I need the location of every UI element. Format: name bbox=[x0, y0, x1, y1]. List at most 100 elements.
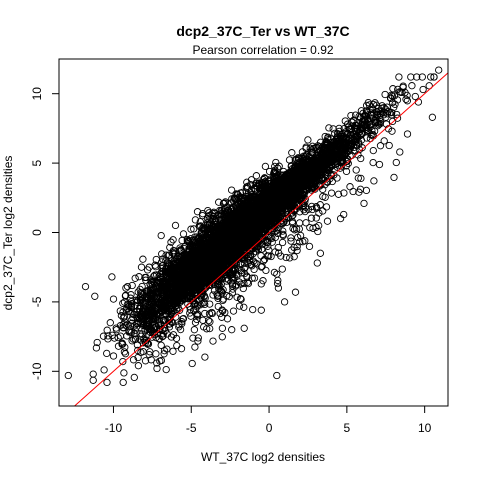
data-point bbox=[216, 309, 224, 318]
data-point bbox=[301, 198, 309, 206]
data-point bbox=[119, 357, 127, 366]
data-point bbox=[104, 332, 112, 340]
data-point bbox=[349, 187, 357, 196]
data-point bbox=[169, 347, 177, 355]
data-point bbox=[407, 73, 415, 81]
data-point bbox=[305, 242, 314, 251]
data-point bbox=[411, 92, 419, 101]
data-point bbox=[427, 73, 435, 81]
data-point bbox=[153, 359, 161, 367]
data-point bbox=[419, 85, 427, 94]
data-point bbox=[143, 266, 152, 274]
data-point bbox=[205, 310, 214, 318]
data-point bbox=[286, 254, 294, 262]
data-point bbox=[369, 158, 377, 167]
data-point bbox=[270, 268, 279, 277]
data-point bbox=[159, 312, 167, 320]
data-point bbox=[209, 337, 217, 345]
data-point bbox=[393, 114, 402, 122]
data-point bbox=[193, 315, 201, 324]
data-point bbox=[403, 97, 412, 105]
data-point bbox=[194, 334, 202, 342]
data-point bbox=[120, 348, 129, 356]
data-point bbox=[191, 216, 200, 224]
data-point bbox=[369, 146, 377, 155]
data-point bbox=[299, 199, 308, 207]
data-point bbox=[362, 101, 371, 110]
data-point bbox=[89, 376, 97, 384]
data-point bbox=[240, 324, 248, 332]
data-point bbox=[335, 162, 343, 170]
data-point bbox=[131, 335, 139, 343]
data-point bbox=[378, 104, 386, 112]
data-point bbox=[279, 230, 287, 239]
data-point bbox=[236, 294, 245, 303]
data-point bbox=[176, 325, 185, 334]
data-point bbox=[392, 158, 400, 167]
data-point bbox=[93, 338, 101, 347]
data-point bbox=[137, 332, 145, 340]
data-point bbox=[147, 356, 155, 364]
data-point bbox=[201, 309, 209, 318]
data-point bbox=[203, 325, 211, 333]
data-point bbox=[365, 101, 374, 109]
data-point bbox=[206, 324, 214, 333]
data-point bbox=[187, 225, 195, 233]
data-point bbox=[403, 130, 412, 138]
data-point bbox=[103, 326, 111, 334]
chart-subtitle: Pearson correlation = 0.92 bbox=[192, 43, 333, 57]
data-point bbox=[150, 272, 158, 280]
data-point bbox=[278, 238, 287, 247]
data-point bbox=[315, 143, 324, 151]
data-point bbox=[329, 125, 337, 133]
data-point bbox=[123, 282, 132, 291]
data-point bbox=[307, 214, 316, 222]
data-point bbox=[321, 193, 329, 201]
data-point bbox=[287, 237, 295, 245]
data-point bbox=[114, 333, 122, 342]
data-point bbox=[312, 214, 320, 222]
data-point bbox=[122, 284, 130, 292]
data-point bbox=[119, 313, 128, 322]
data-point bbox=[289, 224, 297, 233]
data-point bbox=[335, 124, 343, 133]
data-point bbox=[158, 250, 166, 258]
data-point bbox=[100, 366, 108, 374]
data-point bbox=[223, 292, 231, 300]
data-point bbox=[160, 347, 169, 355]
data-point bbox=[273, 371, 281, 380]
data-point bbox=[386, 94, 395, 103]
data-point bbox=[157, 356, 166, 365]
data-point bbox=[274, 284, 283, 292]
data-point bbox=[257, 252, 265, 260]
data-point bbox=[357, 174, 365, 183]
data-point bbox=[166, 243, 174, 252]
data-point bbox=[103, 378, 111, 387]
data-point bbox=[108, 273, 116, 281]
data-point bbox=[309, 224, 317, 232]
data-point bbox=[173, 341, 181, 350]
data-point bbox=[169, 236, 177, 244]
data-point bbox=[191, 343, 199, 351]
data-point bbox=[280, 298, 289, 306]
data-point bbox=[196, 218, 204, 226]
data-point bbox=[167, 238, 175, 246]
data-point bbox=[360, 116, 369, 125]
data-point bbox=[325, 124, 333, 132]
data-point bbox=[151, 285, 159, 294]
data-point bbox=[123, 320, 132, 328]
data-point bbox=[261, 162, 270, 171]
data-point bbox=[323, 217, 332, 225]
data-point bbox=[334, 190, 343, 198]
data-point bbox=[218, 324, 227, 332]
data-points bbox=[64, 66, 443, 387]
data-point bbox=[106, 319, 114, 327]
data-point bbox=[193, 208, 202, 216]
data-point bbox=[259, 176, 267, 184]
data-point bbox=[240, 256, 249, 264]
data-point bbox=[211, 209, 219, 218]
data-point bbox=[316, 201, 324, 209]
data-point bbox=[239, 284, 247, 293]
data-point bbox=[376, 142, 385, 150]
y-axis-label: dcp2_37C_Ter log2 densities bbox=[1, 156, 15, 311]
